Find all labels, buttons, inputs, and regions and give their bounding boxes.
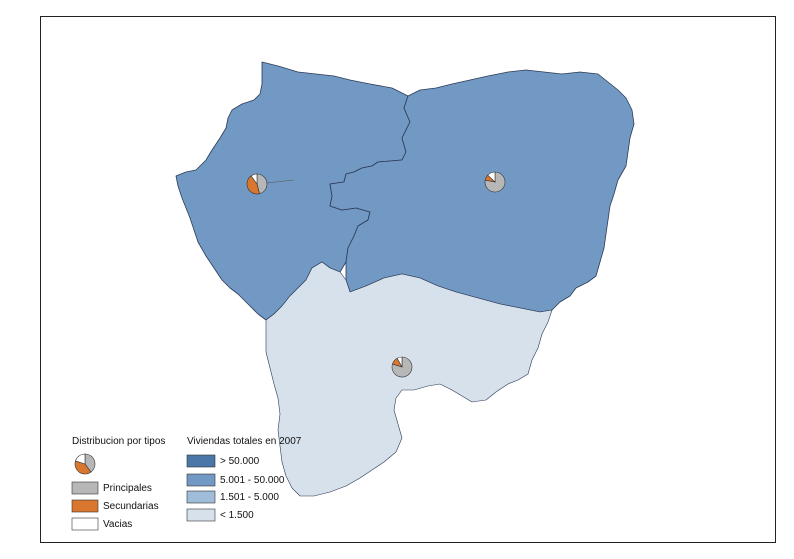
- legend-swatch-1501-5000: [186, 490, 216, 504]
- pie-slice-secundarias: [74, 460, 92, 475]
- pie-slice-vacias: [250, 173, 258, 185]
- legend-pie-icon: [74, 453, 96, 475]
- pie-slice-principales: [84, 453, 96, 473]
- legend-label-secundarias: Secundarias: [103, 501, 159, 512]
- region-south[interactable]: [265, 261, 553, 497]
- pie-chart-west[interactable]: [246, 173, 268, 195]
- legend-distribution-item-vacias: Vacias: [71, 517, 132, 531]
- legend-label-5001-50000: 5.001 - 50.000: [220, 475, 285, 486]
- legend-swatch-vacias: [71, 517, 99, 531]
- legend-swatch-secundarias: [71, 499, 99, 513]
- legend-distribution-item-principales: Principales: [71, 481, 152, 495]
- pie-chart-south[interactable]: [391, 356, 413, 378]
- legend-label-over-50000: > 50.000: [220, 456, 260, 467]
- legend-label-vacias: Vacias: [103, 519, 132, 530]
- pie-chart-east[interactable]: [484, 171, 506, 193]
- pie-leader-line: [265, 179, 295, 184]
- legend-class-over-50000: > 50.000: [186, 454, 260, 468]
- legend-swatch-under-1500: [186, 508, 216, 522]
- pie-slice-secundarias: [246, 175, 260, 195]
- pie-slice-vacias: [487, 171, 496, 183]
- distribution-legend-title: Distribucion por tipos: [72, 436, 165, 447]
- pie-slice-vacias: [75, 453, 86, 465]
- pie-slice-vacias: [396, 356, 403, 368]
- legend-swatch-5001-50000: [186, 473, 216, 487]
- legend-swatch-over-50000: [186, 454, 216, 468]
- pie-slice-principales: [391, 356, 413, 378]
- legend-label-1501-5000: 1.501 - 5.000: [220, 492, 279, 503]
- legend-distribution-item-secundarias: Secundarias: [71, 499, 159, 513]
- legend-label-principales: Principales: [103, 483, 152, 494]
- legend-label-under-1500: < 1.500: [220, 510, 254, 521]
- legend-class-1501-5000: 1.501 - 5.000: [186, 490, 279, 504]
- legend-class-5001-50000: 5.001 - 50.000: [186, 473, 285, 487]
- legend-class-under-1500: < 1.500: [186, 508, 254, 522]
- totals-legend-title: Viviendas totales en 2007: [187, 436, 302, 447]
- legend-swatch-principales: [71, 481, 99, 495]
